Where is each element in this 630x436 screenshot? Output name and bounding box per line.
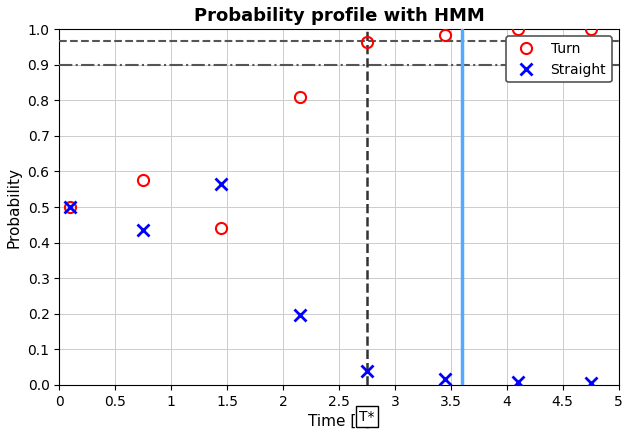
X-axis label: Time [s]: Time [s] <box>308 414 370 429</box>
Straight <box>67 204 74 210</box>
Turn <box>218 226 226 231</box>
Straight <box>587 380 595 385</box>
Y-axis label: Probability: Probability <box>7 167 22 248</box>
Text: T*: T* <box>359 410 375 424</box>
Turn <box>514 27 522 32</box>
Turn <box>296 94 304 99</box>
Turn <box>67 204 74 210</box>
Turn <box>363 39 370 44</box>
Turn <box>139 178 147 183</box>
Straight <box>514 380 522 385</box>
Legend: Turn, Straight: Turn, Straight <box>506 36 612 82</box>
Straight <box>296 313 304 318</box>
Straight <box>218 181 226 187</box>
Line: Straight: Straight <box>65 178 596 388</box>
Straight <box>442 377 449 382</box>
Straight <box>139 228 147 233</box>
Turn <box>587 27 595 32</box>
Line: Turn: Turn <box>65 24 596 234</box>
Turn <box>442 32 449 37</box>
Straight <box>363 369 370 374</box>
Title: Probability profile with HMM: Probability profile with HMM <box>193 7 484 25</box>
